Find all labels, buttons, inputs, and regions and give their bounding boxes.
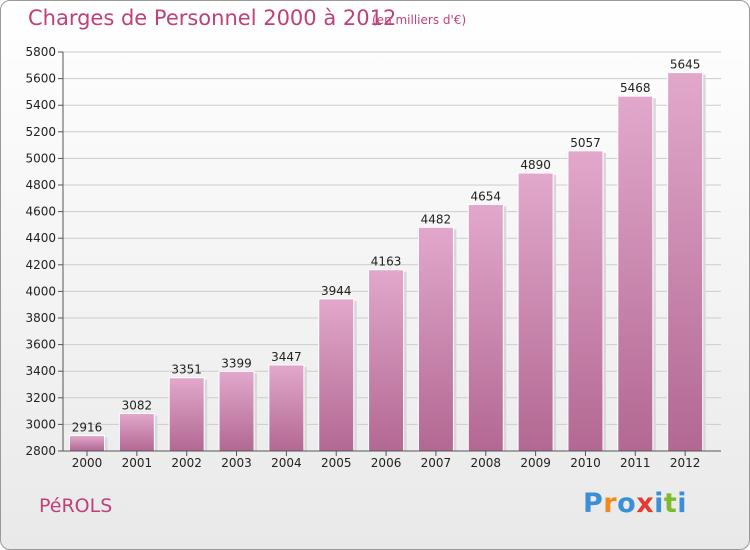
y-tick-label: 5600: [25, 72, 56, 86]
x-tick-label: 2010: [570, 456, 601, 470]
logo-letter: x: [636, 488, 655, 519]
y-tick-label: 4800: [25, 178, 56, 192]
bar-value-label: 5057: [570, 136, 601, 150]
x-tick-label: 2008: [470, 456, 501, 470]
x-tick-label: 2011: [620, 456, 651, 470]
bar-2011[interactable]: [617, 95, 654, 452]
y-tick-label: 2800: [25, 444, 56, 458]
bar-value-label: 4163: [371, 255, 402, 269]
y-tick-label: 4200: [25, 258, 56, 272]
place-name: PéROLS: [39, 495, 113, 517]
bar-2008[interactable]: [467, 203, 504, 452]
bar-2012[interactable]: [667, 72, 704, 452]
y-tick-label: 4000: [25, 284, 56, 298]
bar-2010[interactable]: [567, 150, 604, 452]
bar-2006[interactable]: [368, 269, 405, 452]
bar-value-label: 3082: [122, 398, 153, 412]
bar-2007[interactable]: [417, 226, 454, 452]
y-tick-label: 5400: [25, 98, 56, 112]
bar-value-label: 4654: [470, 189, 501, 203]
x-tick-label: 2002: [171, 456, 202, 470]
y-tick-label: 5800: [25, 45, 56, 59]
x-tick-label: 2005: [321, 456, 352, 470]
bar-value-label: 3447: [271, 350, 302, 364]
logo-letter: t: [663, 488, 678, 519]
bar-2000[interactable]: [69, 435, 105, 452]
bar-2005[interactable]: [318, 298, 355, 452]
chart-subtitle: (en milliers d'€): [372, 13, 467, 27]
y-tick-label: 5000: [25, 151, 56, 165]
bar-value-label: 5468: [620, 81, 651, 95]
y-tick-label: 3400: [25, 364, 56, 378]
logo-letter: i: [654, 488, 664, 519]
chart-title: Charges de Personnel 2000 à 2012: [28, 6, 397, 30]
y-tick-label: 3800: [25, 311, 56, 325]
x-tick-label: 2003: [221, 456, 252, 470]
bar-value-label: 5645: [670, 58, 701, 72]
y-tick-label: 4400: [25, 231, 56, 245]
bar-value-label: 3944: [321, 284, 352, 298]
bar-value-label: 3399: [221, 356, 252, 370]
logo-letter: o: [617, 488, 637, 519]
bar-value-label: 4890: [520, 158, 551, 172]
y-tick-label: 4600: [25, 205, 56, 219]
bar-value-label: 4482: [421, 212, 452, 226]
x-tick-label: 2006: [371, 456, 402, 470]
bar-2001[interactable]: [118, 412, 155, 452]
logo-letter: P: [583, 488, 604, 519]
x-tick-label: 2004: [271, 456, 302, 470]
y-tick-label: 3600: [25, 338, 56, 352]
x-tick-label: 2012: [670, 456, 701, 470]
proxiti-logo[interactable]: Proxiti: [583, 488, 687, 519]
bar-2009[interactable]: [517, 172, 554, 452]
bar-2004[interactable]: [268, 364, 305, 452]
x-tick-label: 2009: [520, 456, 551, 470]
y-tick-label: 5200: [25, 125, 56, 139]
x-tick-label: 2001: [122, 456, 153, 470]
x-tick-label: 2000: [72, 456, 103, 470]
logo-letter: i: [677, 488, 688, 519]
bar-value-label: 3351: [171, 363, 202, 377]
logo-letter: r: [603, 488, 618, 519]
bar-2003[interactable]: [218, 370, 255, 452]
bar-value-label: 2916: [72, 421, 103, 435]
x-tick-label: 2007: [421, 456, 452, 470]
y-tick-label: 3000: [25, 417, 56, 431]
bar-2002[interactable]: [168, 377, 205, 452]
y-tick-label: 3200: [25, 391, 56, 405]
